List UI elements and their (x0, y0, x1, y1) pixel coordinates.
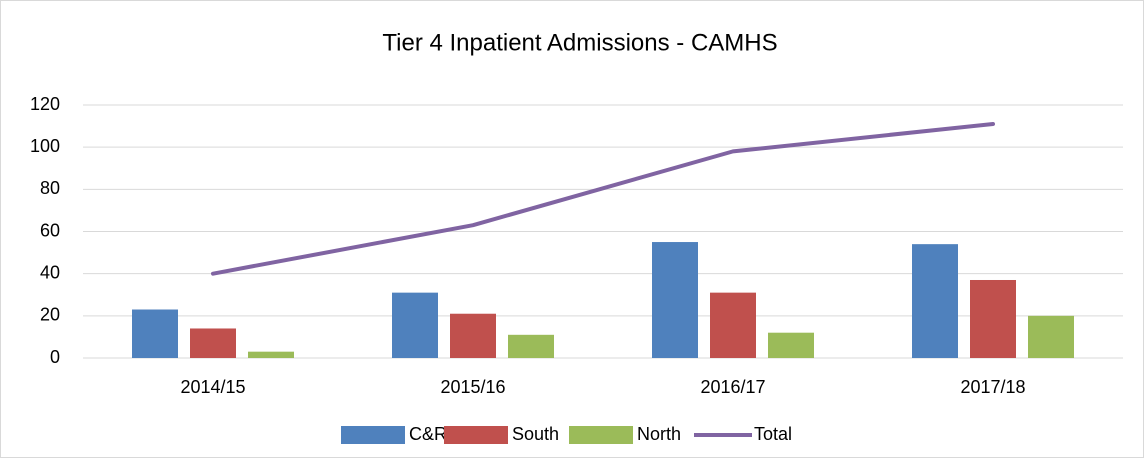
chart-title: Tier 4 Inpatient Admissions - CAMHS (382, 29, 777, 56)
bar (132, 309, 178, 358)
x-tick-label: 2014/15 (180, 377, 245, 397)
y-tick-label: 80 (40, 178, 60, 198)
legend-swatch (569, 426, 633, 444)
bar (768, 332, 814, 358)
x-tick-label: 2015/16 (440, 377, 505, 397)
y-tick-label: 20 (40, 305, 60, 325)
x-tick-label: 2016/17 (700, 377, 765, 397)
bar (450, 313, 496, 358)
bar (392, 292, 438, 358)
bar (248, 351, 294, 358)
legend-label: North (637, 424, 681, 444)
line (211, 121, 995, 276)
legend-label: Total (754, 424, 792, 444)
bar (652, 242, 698, 358)
y-tick-label: 120 (30, 94, 60, 114)
y-tick-label: 40 (40, 262, 60, 282)
legend-swatch (444, 426, 508, 444)
bar (508, 334, 554, 358)
bar (190, 328, 236, 358)
bar (710, 292, 756, 358)
bar (970, 279, 1016, 358)
y-tick-label: 60 (40, 220, 60, 240)
y-tick-label: 100 (30, 136, 60, 156)
legend-swatch (341, 426, 405, 444)
bar (912, 244, 958, 358)
legend-label: South (512, 424, 559, 444)
bar (1028, 315, 1074, 358)
y-tick-label: 0 (50, 347, 60, 367)
x-tick-label: 2017/18 (960, 377, 1025, 397)
legend-label: C&R (409, 424, 447, 444)
